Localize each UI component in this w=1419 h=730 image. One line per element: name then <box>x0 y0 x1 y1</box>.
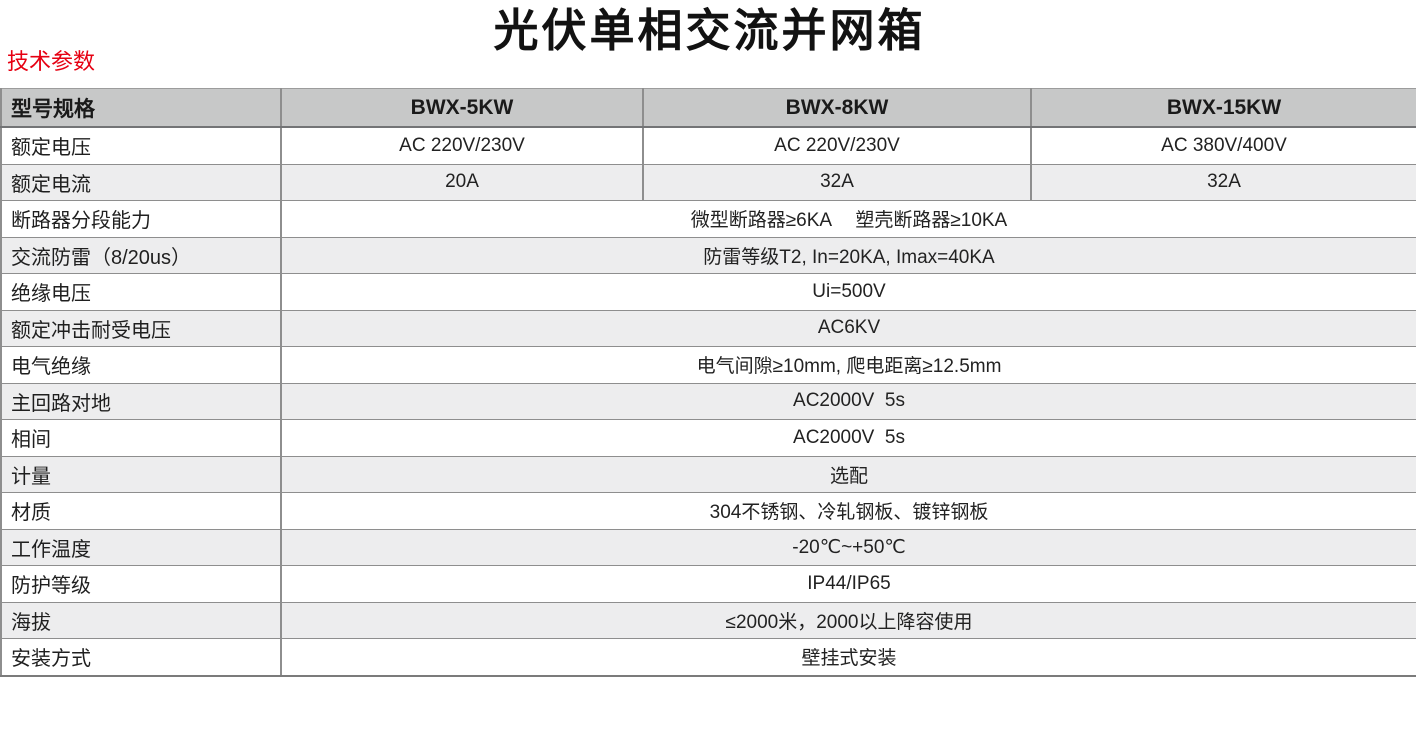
spec-row-impulse-withstand-voltage: 额定冲击耐受电压 AC6KV <box>1 310 1416 347</box>
spec-merged-value: Ui=500V <box>280 273 1416 311</box>
spec-row-protection-rating: 防护等级 IP44/IP65 <box>1 565 1416 603</box>
spec-label: 额定电压 <box>1 127 281 165</box>
spec-label: 防护等级 <box>1 565 281 603</box>
spec-label: 计量 <box>1 456 281 493</box>
spec-row-mounting-method: 安装方式 壁挂式安装 <box>1 638 1416 677</box>
spec-merged-value: -20℃~+50℃ <box>280 529 1416 566</box>
spec-merged-value: 电气间隙≥10mm, 爬电距离≥12.5mm <box>280 346 1416 384</box>
spec-row-altitude: 海拔 ≤2000米，2000以上降容使用 <box>1 602 1416 639</box>
spec-merged-value: AC2000V 5s <box>280 419 1416 457</box>
spec-merged-value: 壁挂式安装 <box>280 638 1416 677</box>
spec-value: AC 220V/230V <box>642 127 1031 165</box>
spec-row-material: 材质 304不锈钢、冷轧钢板、镀锌钢板 <box>1 492 1416 530</box>
spec-row-rated-current: 额定电流 20A 32A 32A <box>1 164 1416 201</box>
spec-label: 交流防雷（8/20us） <box>1 237 281 274</box>
spec-row-metering: 计量 选配 <box>1 456 1416 493</box>
model-column-header: BWX-15KW <box>1030 88 1416 128</box>
spec-row-insulation-voltage: 绝缘电压 Ui=500V <box>1 273 1416 311</box>
spec-label: 额定冲击耐受电压 <box>1 310 281 347</box>
spec-table: 型号规格 BWX-5KW BWX-8KW BWX-15KW 额定电压 AC 22… <box>0 88 1416 677</box>
spec-row-breaking-capacity: 断路器分段能力 微型断路器≥6KA 塑壳断路器≥10KA <box>1 200 1416 238</box>
spec-label: 相间 <box>1 419 281 457</box>
spec-merged-value: 防雷等级T2, In=20KA, Imax=40KA <box>280 237 1416 274</box>
spec-row-rated-voltage: 额定电压 AC 220V/230V AC 220V/230V AC 380V/4… <box>1 127 1416 165</box>
spec-merged-value: IP44/IP65 <box>280 565 1416 603</box>
spec-merged-value: 304不锈钢、冷轧钢板、镀锌钢板 <box>280 492 1416 530</box>
spec-row-main-circuit-to-ground: 主回路对地 AC2000V 5s <box>1 383 1416 420</box>
spec-label: 断路器分段能力 <box>1 200 281 238</box>
page-title: 光伏单相交流并网箱 <box>493 5 926 56</box>
spec-value: AC 220V/230V <box>280 127 643 165</box>
table-header-row: 型号规格 BWX-5KW BWX-8KW BWX-15KW <box>1 88 1416 128</box>
spec-label: 材质 <box>1 492 281 530</box>
spec-merged-value: AC6KV <box>280 310 1416 347</box>
spec-label: 工作温度 <box>1 529 281 566</box>
spec-label: 电气绝缘 <box>1 346 281 384</box>
spec-row-phase-to-phase: 相间 AC2000V 5s <box>1 419 1416 457</box>
spec-row-ac-surge-protection: 交流防雷（8/20us） 防雷等级T2, In=20KA, Imax=40KA <box>1 237 1416 274</box>
spec-value: 20A <box>280 164 643 201</box>
spec-merged-value: ≤2000米，2000以上降容使用 <box>280 602 1416 639</box>
spec-value: AC 380V/400V <box>1030 127 1416 165</box>
spec-label: 额定电流 <box>1 164 281 201</box>
model-column-header: BWX-8KW <box>642 88 1031 128</box>
spec-value: 32A <box>642 164 1031 201</box>
spec-label: 绝缘电压 <box>1 273 281 311</box>
spec-row-operating-temperature: 工作温度 -20℃~+50℃ <box>1 529 1416 566</box>
spec-row-electrical-insulation: 电气绝缘 电气间隙≥10mm, 爬电距离≥12.5mm <box>1 346 1416 384</box>
spec-merged-value: AC2000V 5s <box>280 383 1416 420</box>
spec-label: 安装方式 <box>1 638 281 677</box>
section-label: 技术参数 <box>7 49 96 74</box>
param-column-header: 型号规格 <box>1 88 281 128</box>
spec-merged-value: 微型断路器≥6KA 塑壳断路器≥10KA <box>280 200 1416 238</box>
spec-label: 主回路对地 <box>1 383 281 420</box>
spec-label: 海拔 <box>1 602 281 639</box>
model-column-header: BWX-5KW <box>280 88 643 128</box>
spec-merged-value: 选配 <box>280 456 1416 493</box>
spec-value: 32A <box>1030 164 1416 201</box>
